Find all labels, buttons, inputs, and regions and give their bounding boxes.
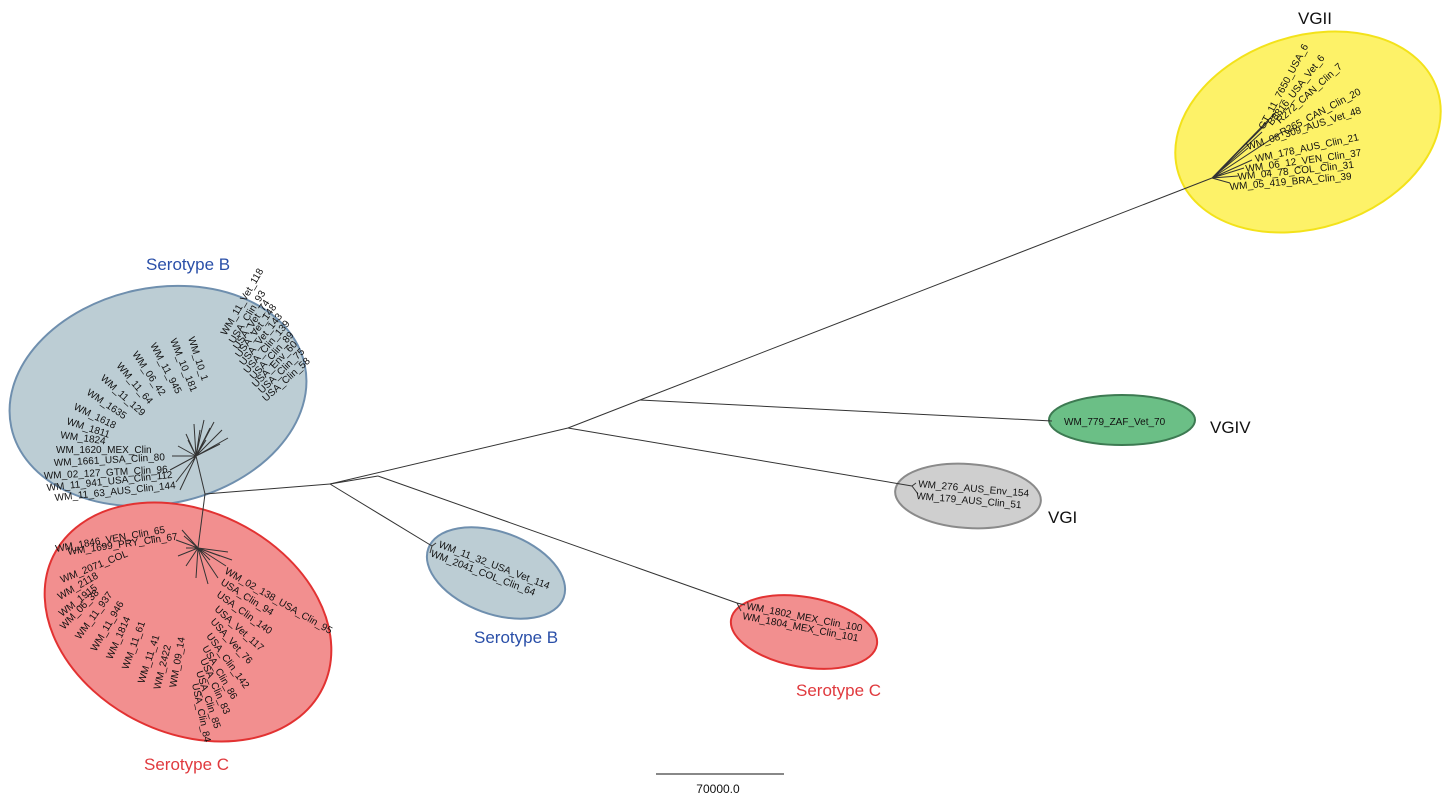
- vgii-label: VGII: [1298, 9, 1332, 28]
- serotype-b-large-branch-fan: [169, 419, 229, 491]
- scale-bar: 70000.0: [656, 773, 784, 796]
- serotype-b-small-label: Serotype B: [474, 628, 558, 647]
- serotype-c-small-ellipse: [729, 594, 879, 670]
- serotype-b-small-ellipse: [425, 526, 567, 620]
- vgi-label: VGI: [1048, 508, 1077, 527]
- vgi-ellipse: [894, 462, 1042, 530]
- serotype-b-large-label: Serotype B: [146, 255, 230, 274]
- vgiv-label: VGIV: [1210, 418, 1251, 437]
- serotype-c-large-branch-fan: [175, 529, 233, 585]
- scale-bar-label: 70000.0: [696, 782, 740, 796]
- vgii-branch-fan: [1211, 111, 1283, 184]
- serotype-c-large-label: Serotype C: [144, 755, 229, 774]
- leaf-label: WM_779_ZAF_Vet_70: [1064, 417, 1166, 428]
- serotype-b-large-ellipse: [8, 284, 308, 508]
- serotype-c-small-label: Serotype C: [796, 681, 881, 700]
- tree-branches: [169, 111, 1283, 612]
- vgiv-ellipse: [1048, 394, 1196, 446]
- vgii-ellipse: [1174, 30, 1442, 234]
- clade-labels: VGII VGIV VGI Serotype B Serotype B Sero…: [144, 9, 1332, 774]
- leaf-label: WM_1620_MEX_Clin: [56, 445, 152, 456]
- serotype-c-large-ellipse: [43, 501, 333, 743]
